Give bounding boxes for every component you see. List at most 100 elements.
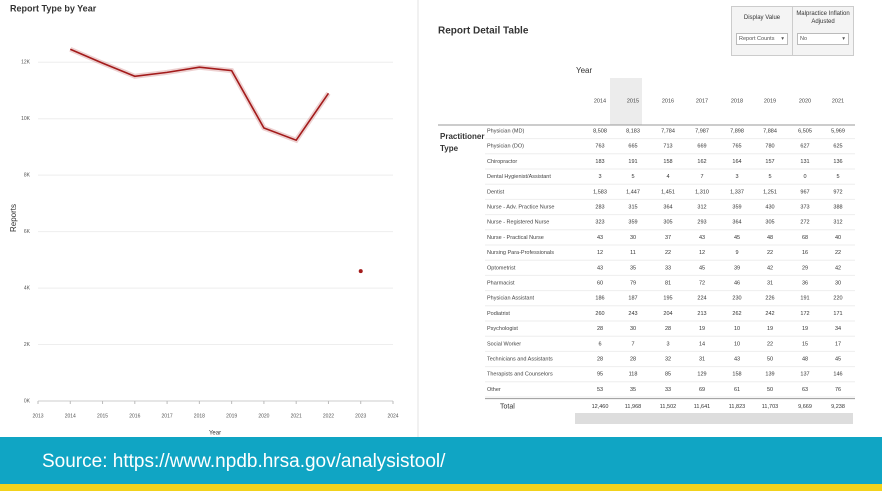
cell: 85 xyxy=(665,372,671,378)
year-header: 2020 xyxy=(799,98,811,104)
cell: 43 xyxy=(597,235,603,241)
row-label: Nurse - Practical Nurse xyxy=(487,235,544,241)
cell: 131 xyxy=(800,159,809,165)
row-label: Podiatrist xyxy=(487,311,510,317)
cell: 19 xyxy=(802,326,808,332)
cell: 42 xyxy=(835,265,841,271)
total-cell: 9,238 xyxy=(831,404,845,410)
cell: 1,447 xyxy=(626,189,640,195)
cell: 48 xyxy=(802,356,808,362)
cell: 3 xyxy=(735,174,738,180)
cell: 3 xyxy=(598,174,601,180)
cell: 8,508 xyxy=(593,128,607,134)
table-title: Report Detail Table xyxy=(438,26,529,37)
scrollbar[interactable] xyxy=(575,413,853,424)
x-tick-label: 2022 xyxy=(323,413,334,419)
cell: 765 xyxy=(732,144,741,150)
cell: 1,310 xyxy=(695,189,709,195)
dashboard: Report Type by Year Reports Year Report … xyxy=(9,0,855,437)
cell: 0 xyxy=(803,174,806,180)
cell: 12 xyxy=(699,250,705,256)
cell: 665 xyxy=(628,144,637,150)
cell: 186 xyxy=(595,296,604,302)
x-tick-label: 2018 xyxy=(194,413,205,419)
cell: 35 xyxy=(630,265,636,271)
cell: 187 xyxy=(628,296,637,302)
cell: 33 xyxy=(665,265,671,271)
cell: 220 xyxy=(833,296,842,302)
cell: 19 xyxy=(767,326,773,332)
x-tick-label: 2019 xyxy=(226,413,237,419)
cell: 72 xyxy=(699,280,705,286)
cell: 32 xyxy=(665,356,671,362)
cell: 40 xyxy=(835,235,841,241)
year-header: 2018 xyxy=(731,98,743,104)
cell: 79 xyxy=(630,280,636,286)
cell: 60 xyxy=(597,280,603,286)
cell: 213 xyxy=(697,311,706,317)
cell: 30 xyxy=(630,326,636,332)
x-tick-label: 2013 xyxy=(32,413,43,419)
inflation-control[interactable]: Malpractice Inflation Adjusted No xyxy=(792,6,854,56)
cell: 30 xyxy=(630,235,636,241)
source: Source: https://www.npdb.hrsa.gov/analys… xyxy=(42,451,446,472)
control-label: Malpractice Inflation Adjusted xyxy=(796,11,850,25)
cell: 242 xyxy=(765,311,774,317)
cell: 53 xyxy=(597,387,603,393)
cell: 204 xyxy=(663,311,672,317)
y-tick-label: 2K xyxy=(24,342,31,348)
cell: 48 xyxy=(767,235,773,241)
cell: 283 xyxy=(595,204,604,210)
cell: 7,898 xyxy=(730,128,744,134)
cell: 359 xyxy=(628,220,637,226)
cell: 34 xyxy=(835,326,841,332)
point xyxy=(358,269,363,274)
cell: 191 xyxy=(800,296,809,302)
cell: 158 xyxy=(732,372,741,378)
cell: 76 xyxy=(835,387,841,393)
cell: 172 xyxy=(800,311,809,317)
cell: 1,583 xyxy=(593,189,607,195)
cell: 36 xyxy=(802,280,808,286)
cell: 669 xyxy=(697,144,706,150)
cell: 312 xyxy=(833,220,842,226)
cell: 118 xyxy=(629,372,638,378)
cell: 69 xyxy=(699,387,705,393)
cell: 183 xyxy=(595,159,604,165)
cell: 30 xyxy=(835,280,841,286)
cell: 12 xyxy=(597,250,603,256)
row-label: Nurse - Registered Nurse xyxy=(487,220,549,226)
display-value-control[interactable]: Display Value Report Counts xyxy=(731,6,793,56)
control-select[interactable]: Report Counts xyxy=(736,33,788,45)
row-label: Technicians and Assistants xyxy=(487,356,553,362)
cell: 137 xyxy=(800,372,809,378)
cell: 5 xyxy=(768,174,771,180)
cell: 323 xyxy=(595,220,604,226)
cell: 146 xyxy=(833,372,842,378)
row-label: Dental Hygienist/Assistant xyxy=(487,174,551,180)
cell: 6 xyxy=(598,341,601,347)
cell: 7,987 xyxy=(695,128,709,134)
cell: 430 xyxy=(765,204,774,210)
cell: 226 xyxy=(765,296,774,302)
cell: 14 xyxy=(699,341,705,347)
control-select[interactable]: No xyxy=(797,33,849,45)
cell: 45 xyxy=(734,235,740,241)
x-tick-label: 2024 xyxy=(387,413,398,419)
cell: 7 xyxy=(700,174,703,180)
y-tick-label: 8K xyxy=(24,172,31,178)
cell: 22 xyxy=(767,250,773,256)
cell: 43 xyxy=(699,235,705,241)
x-tick-label: 2020 xyxy=(258,413,269,419)
row-label: Psychologist xyxy=(487,326,518,332)
cell: 5,969 xyxy=(831,128,845,134)
total-cell: 11,968 xyxy=(625,404,641,410)
cell: 1,451 xyxy=(661,189,675,195)
cell: 967 xyxy=(800,189,809,195)
cell: 17 xyxy=(835,341,841,347)
cell: 4 xyxy=(666,174,669,180)
cell: 3 xyxy=(666,341,669,347)
cell: 780 xyxy=(765,144,774,150)
row-label: Physician (MD) xyxy=(487,128,524,134)
